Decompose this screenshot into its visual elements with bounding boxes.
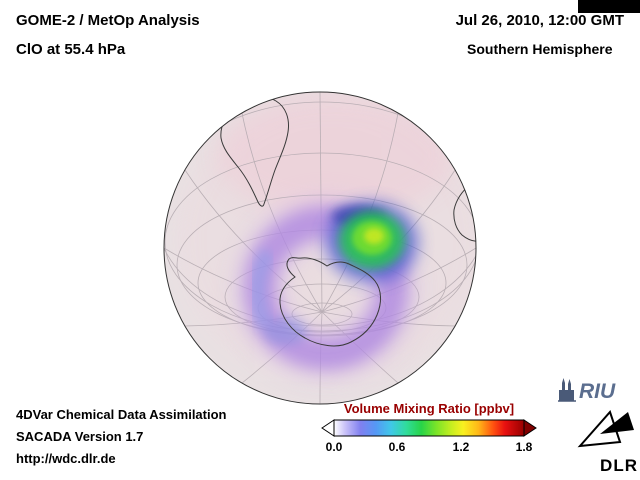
colorbar-title: Volume Mixing Ratio [ppbv] [343, 401, 515, 416]
coastline-africa [453, 184, 476, 242]
clo-overlay [234, 196, 418, 380]
dlr-logo: DLR [566, 408, 638, 476]
clo-peak-core [364, 228, 384, 244]
assimilation-label: 4DVar Chemical Data Assimilation [16, 407, 227, 422]
ring-blue-arc-left [249, 248, 276, 330]
header-right: Jul 26, 2010, 12:00 GMT Southern Hemisph… [456, 12, 624, 57]
tick-label: 0.0 [325, 440, 343, 454]
top-right-black-box [578, 0, 640, 13]
header-left: GOME-2 / MetOp Analysis ClO at 55.4 hPa [16, 12, 200, 58]
colorbar-scale [321, 419, 537, 437]
globe-outline [163, 91, 477, 405]
colorbar: Volume Mixing Ratio [ppbv] [321, 401, 537, 456]
colorbar-min-arrow [321, 419, 335, 437]
coastline-antarctica [279, 257, 381, 347]
colorbar-ticks: 0.0 0.6 1.2 1.8 [321, 440, 537, 456]
tick-label: 1.8 [515, 440, 533, 454]
dlr-logo-text: DLR [600, 456, 638, 475]
species-level-label: ClO at 55.4 hPa [16, 41, 126, 58]
ring-blue-spot [263, 317, 307, 345]
footer-text: 4DVar Chemical Data Assimilation SACADA … [16, 404, 227, 470]
riu-cathedral-icon [558, 378, 576, 402]
hemisphere-label: Southern Hemisphere [467, 41, 613, 57]
date-label: Jul 26, 2010, 12:00 GMT [455, 12, 624, 29]
riu-logo: RIU [558, 376, 615, 402]
colorbar-max-arrow [523, 419, 537, 437]
riu-logo-text: RIU [579, 380, 616, 403]
colorbar-gradient [333, 419, 525, 437]
graticule [164, 92, 476, 404]
analysis-title: GOME-2 / MetOp Analysis [16, 12, 200, 29]
dlr-emblem-icon [577, 410, 634, 448]
tick-label: 1.2 [452, 440, 470, 454]
version-label: SACADA Version 1.7 [16, 429, 144, 444]
tick-label: 0.6 [388, 440, 406, 454]
website-url[interactable]: http://wdc.dlr.de [16, 451, 116, 466]
